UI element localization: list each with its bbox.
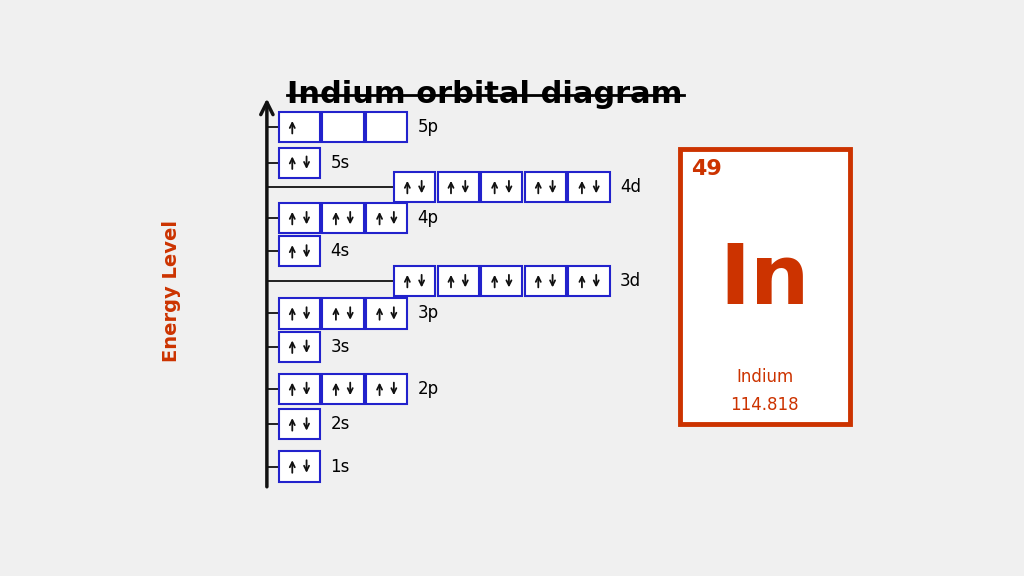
Bar [394, 266, 435, 296]
Text: 2p: 2p [418, 380, 439, 398]
Text: 3p: 3p [418, 305, 439, 323]
Bar [279, 298, 321, 328]
Text: In: In [720, 240, 810, 321]
Text: 4d: 4d [620, 178, 641, 196]
Text: 3d: 3d [620, 272, 641, 290]
Bar [279, 410, 321, 439]
Text: 1s: 1s [331, 457, 350, 476]
Bar [680, 149, 850, 424]
Bar [279, 112, 321, 142]
Bar [367, 298, 408, 328]
Bar [323, 374, 364, 404]
Bar [279, 236, 321, 267]
Bar [367, 374, 408, 404]
Bar [323, 298, 364, 328]
Text: 114.818: 114.818 [730, 396, 799, 414]
Text: 5p: 5p [418, 118, 438, 136]
Bar [568, 266, 609, 296]
Text: 49: 49 [690, 159, 722, 179]
Text: Energy Level: Energy Level [162, 220, 181, 362]
Bar [279, 374, 321, 404]
Text: 3s: 3s [331, 338, 350, 356]
Text: 4p: 4p [418, 209, 438, 227]
Text: Indium orbital diagram: Indium orbital diagram [288, 80, 683, 109]
Bar [481, 172, 522, 202]
Text: 5s: 5s [331, 154, 349, 172]
Bar [524, 266, 566, 296]
Bar [481, 266, 522, 296]
Text: Indium: Indium [736, 368, 794, 386]
Text: 4s: 4s [331, 242, 349, 260]
Bar [437, 172, 479, 202]
Text: 2s: 2s [331, 415, 350, 433]
Bar [367, 112, 408, 142]
Bar [568, 172, 609, 202]
Bar [279, 203, 321, 233]
Bar [524, 172, 566, 202]
Bar [367, 203, 408, 233]
Bar [279, 452, 321, 482]
Bar [437, 266, 479, 296]
Bar [394, 172, 435, 202]
Bar [279, 147, 321, 178]
Bar [323, 112, 364, 142]
Bar [323, 203, 364, 233]
Bar [279, 332, 321, 362]
